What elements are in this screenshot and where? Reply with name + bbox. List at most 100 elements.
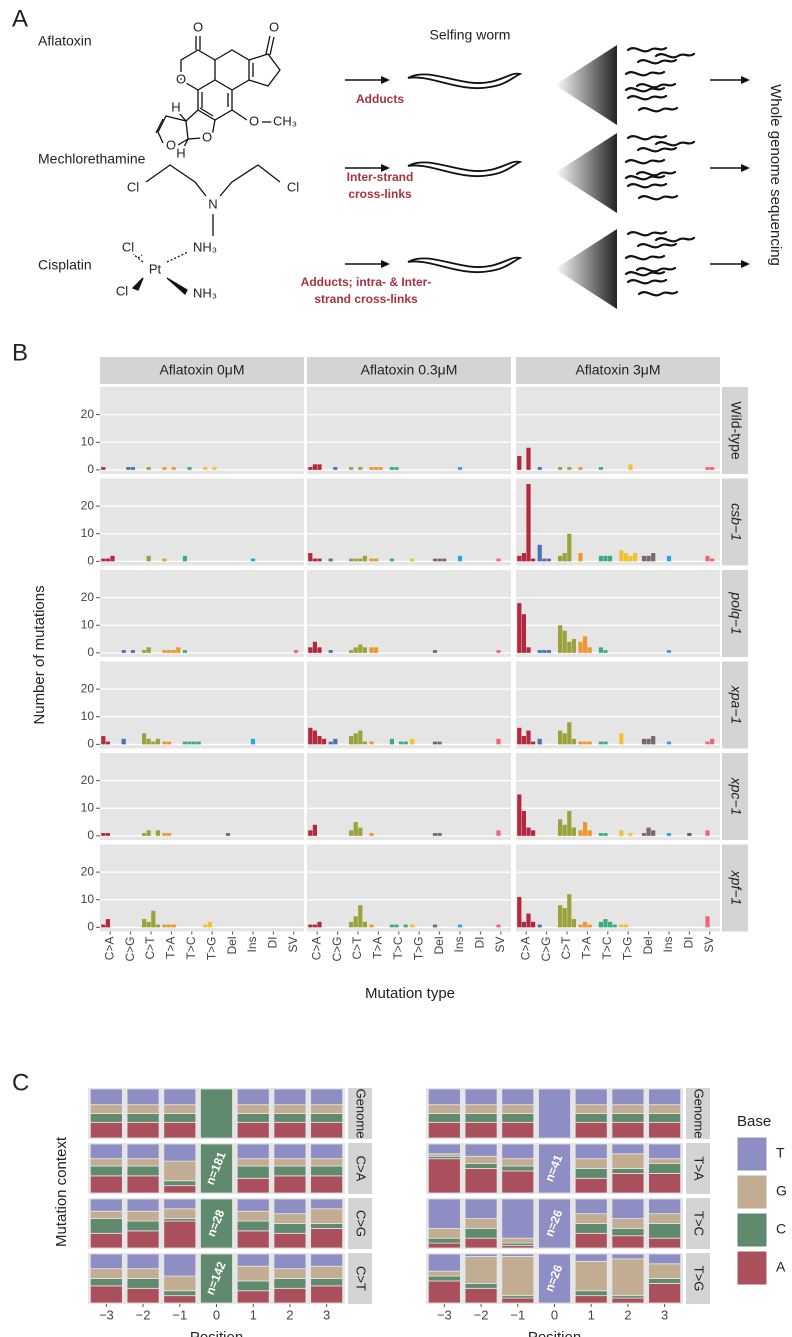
bar	[403, 741, 408, 745]
atom-label: O	[176, 71, 186, 86]
progeny-worm	[637, 194, 679, 201]
stack-segment	[611, 1153, 645, 1169]
bar	[619, 733, 624, 745]
bar	[374, 647, 379, 653]
bar	[317, 558, 322, 562]
bar	[162, 650, 167, 653]
bar	[571, 639, 576, 653]
stack-segment	[611, 1235, 645, 1249]
stack-segment	[89, 1158, 123, 1167]
panel-background	[516, 661, 720, 749]
stack-segment	[89, 1253, 123, 1270]
agent-name: Mechlorethamine	[38, 151, 146, 167]
stack-segment	[648, 1237, 682, 1249]
x-tick-label: C>T	[143, 936, 157, 960]
stack-segment	[538, 1253, 571, 1304]
bar	[603, 919, 608, 928]
bar	[317, 464, 322, 470]
progeny-worm	[635, 170, 677, 177]
stack-segment	[648, 1104, 682, 1114]
x-tick-label: −3	[99, 1307, 114, 1322]
bar	[369, 741, 374, 745]
x-tick-label: SV	[493, 937, 507, 953]
panel-letter: B	[12, 339, 28, 366]
x-tick-label: Ins	[452, 937, 466, 953]
agent-name: Cisplatin	[38, 257, 92, 273]
facet-strip	[722, 753, 748, 840]
stack-segment	[273, 1223, 307, 1234]
bar	[146, 467, 151, 470]
bar	[151, 910, 156, 928]
stack-segment	[574, 1232, 608, 1249]
bar	[369, 558, 374, 562]
bar	[558, 555, 563, 562]
bar	[619, 830, 624, 836]
stack-segment	[427, 1104, 461, 1114]
progeny-worm	[654, 236, 696, 243]
stack-segment	[89, 1143, 123, 1160]
legend-title: Base	[737, 1113, 771, 1130]
bar	[526, 730, 531, 745]
facet-label: T>G	[692, 1266, 707, 1292]
bar	[437, 558, 442, 562]
agent-effect: Adducts	[356, 92, 404, 106]
agent-effect: Inter-strand	[347, 170, 414, 184]
atom-label: O	[193, 19, 203, 34]
progeny-worm	[636, 58, 678, 65]
stack-segment	[236, 1210, 270, 1222]
x-tick-label: −3	[437, 1307, 452, 1322]
bar	[308, 830, 313, 836]
stack-segment	[89, 1113, 123, 1123]
bar	[526, 447, 531, 470]
bar	[353, 647, 358, 653]
stack-segment	[126, 1121, 160, 1139]
cisplatin-structure	[131, 250, 189, 296]
bar	[187, 467, 192, 470]
x-tick-label: C>T	[350, 936, 364, 960]
stack-segment	[464, 1088, 498, 1106]
stack-segment	[310, 1088, 344, 1106]
bar	[646, 555, 651, 562]
stack-segment	[648, 1163, 682, 1174]
stack-segment	[126, 1104, 160, 1114]
bar	[146, 555, 151, 562]
panel-background	[516, 753, 720, 840]
bar	[362, 647, 367, 653]
panel-background	[307, 844, 511, 932]
population-wedge	[555, 229, 617, 309]
bar	[687, 833, 692, 836]
bar	[317, 736, 322, 745]
bar	[537, 544, 542, 562]
panel-background	[307, 478, 511, 566]
y-tick-label: 0	[87, 920, 94, 934]
bar	[562, 630, 567, 653]
progeny-worm	[637, 290, 679, 297]
bar	[192, 741, 197, 745]
arrow-head	[381, 164, 390, 172]
panel-background	[100, 844, 304, 932]
x-tick-label: DI	[473, 937, 487, 949]
stack-segment	[163, 1113, 197, 1123]
stack-segment	[464, 1198, 498, 1220]
stack-segment	[273, 1278, 307, 1289]
stack-segment	[273, 1198, 307, 1215]
atom-label: CH₃	[273, 113, 297, 128]
bar	[151, 741, 156, 745]
readout-label: Whole genome sequencing	[767, 84, 784, 266]
bar	[496, 830, 501, 836]
bar	[517, 727, 522, 745]
worm	[407, 256, 523, 273]
bar	[705, 830, 710, 836]
population-wedge	[555, 133, 617, 213]
bar	[121, 650, 126, 653]
x-tick-label: C>G	[539, 937, 553, 962]
atom-label: H	[176, 145, 185, 160]
stack-segment	[648, 1088, 682, 1106]
bar	[349, 467, 354, 470]
bar	[457, 555, 463, 562]
bar	[322, 738, 327, 745]
facet-label: Aflatoxin 3μM	[575, 362, 660, 378]
bar	[567, 894, 572, 928]
bar	[130, 467, 135, 470]
